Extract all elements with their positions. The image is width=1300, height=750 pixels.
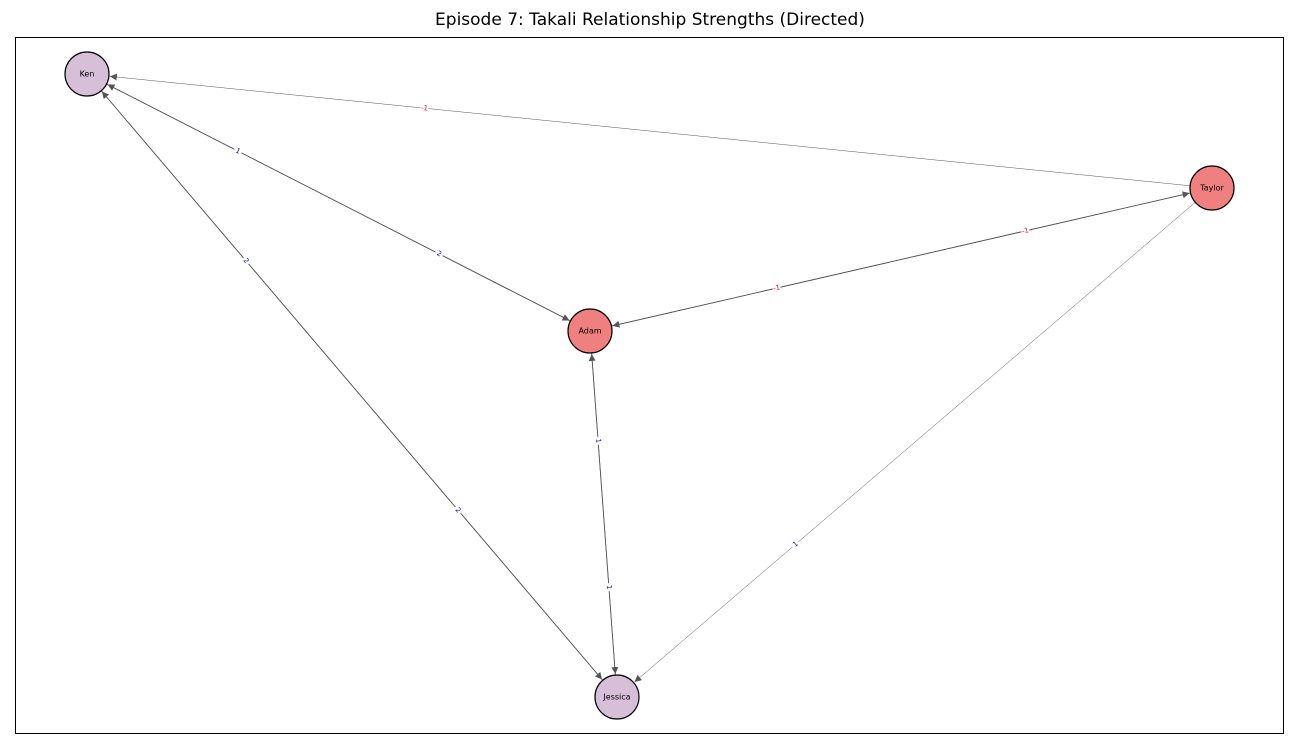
- edge-labels-layer: -1 1 2 2 2 -1 -1 1 1 1: [232, 103, 1031, 592]
- edge-label-jessica-ken: 2: [242, 257, 251, 266]
- node-adam: Adam: [567, 308, 613, 354]
- node-jessica: Jessica: [594, 674, 640, 720]
- edge-label-group-jessica-ken: 2: [240, 255, 252, 267]
- edge-adam-jessica: [591, 352, 619, 675]
- edge-label-group-taylor-jessica: 1: [789, 538, 802, 550]
- edge-taylor-adam: [612, 192, 1191, 328]
- edge-label-bg: [771, 283, 782, 293]
- node-label-jessica: Jessica: [602, 693, 630, 702]
- edge-label-group-ken-jessica: 2: [452, 504, 464, 516]
- edge-label-group-ken-adam: 2: [433, 248, 445, 260]
- node-label-ken: Ken: [80, 70, 95, 79]
- edge-label-bg: [789, 538, 802, 550]
- node-label-adam: Adam: [578, 327, 601, 336]
- edge-label-bg: [240, 255, 252, 267]
- node-circle-jessica: [594, 674, 640, 720]
- chart-title: Episode 7: Takali Relationship Strengths…: [435, 10, 865, 30]
- edge-ken-jessica: [100, 90, 603, 680]
- edge-label-bg: [433, 248, 445, 260]
- edge-label-taylor-jessica: 1: [791, 540, 800, 549]
- node-circle-ken: [64, 51, 110, 97]
- edge-label-adam-jessica: 1: [605, 585, 613, 590]
- edge-taylor-ken: [109, 73, 1191, 187]
- edge-label-taylor-adam: -1: [772, 283, 781, 292]
- edge-label-adam-ken: 1: [234, 147, 242, 156]
- edge-label-bg: [420, 103, 429, 113]
- edge-label-group-adam-jessica: 1: [604, 582, 614, 592]
- edge-label-group-taylor-ken: -1: [420, 103, 429, 113]
- node-circle-taylor: [1189, 165, 1235, 211]
- nodes-layer: Ken Taylor Adam Jessica: [64, 51, 1235, 720]
- edge-label-taylor-ken: -1: [421, 104, 429, 113]
- edge-label-bg: [1020, 226, 1031, 236]
- edge-label-group-jessica-adam: 1: [593, 436, 603, 446]
- node-taylor: Taylor: [1189, 165, 1235, 211]
- node-circle-adam: [567, 308, 613, 354]
- plot-frame: [15, 37, 1284, 734]
- edge-label-bg: [452, 504, 464, 516]
- edge-label-ken-adam: 2: [435, 249, 443, 258]
- edge-label-adam-taylor: -1: [1021, 226, 1030, 235]
- edges-layer: [100, 73, 1196, 683]
- edge-label-bg: [604, 582, 614, 592]
- edge-label-bg: [593, 436, 603, 446]
- edge-label-ken-jessica: 2: [454, 506, 463, 515]
- node-ken: Ken: [64, 51, 110, 97]
- edge-label-group-adam-ken: 1: [232, 145, 244, 157]
- edge-label-bg: [232, 145, 244, 157]
- edge-label-group-taylor-adam: -1: [771, 283, 782, 293]
- node-label-taylor: Taylor: [1199, 184, 1224, 193]
- edge-ken-adam: [106, 83, 570, 321]
- edge-taylor-jessica: [634, 202, 1196, 683]
- edge-label-jessica-adam: 1: [594, 438, 602, 443]
- edge-label-group-adam-taylor: -1: [1020, 226, 1031, 236]
